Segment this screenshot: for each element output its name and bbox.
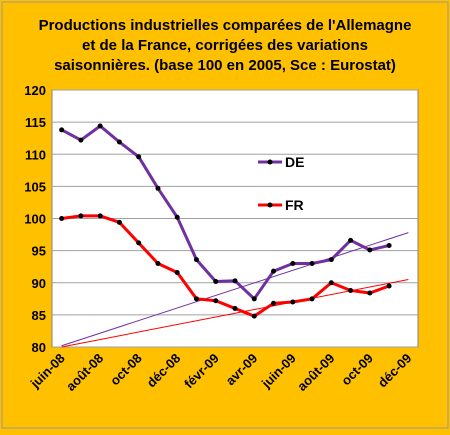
- data-point: [136, 154, 142, 160]
- data-point: [59, 216, 65, 221]
- y-tick-label: 105: [24, 179, 46, 194]
- data-point: [271, 268, 277, 274]
- data-point: [116, 139, 122, 145]
- data-point: [290, 260, 296, 266]
- data-point: [251, 296, 257, 302]
- data-point: [97, 213, 103, 219]
- y-tick-label: 80: [32, 340, 46, 355]
- data-point: [367, 290, 373, 296]
- data-point: [193, 296, 199, 302]
- data-point: [328, 257, 334, 263]
- chart-title: Productions industrielles comparées de l…: [39, 17, 412, 34]
- data-point: [271, 300, 277, 306]
- data-point: [155, 260, 161, 266]
- data-point: [136, 240, 142, 246]
- series-line: [61, 214, 390, 318]
- data-point: [386, 283, 392, 289]
- data-point: [348, 237, 354, 243]
- data-point: [232, 305, 238, 311]
- series-line: [60, 124, 390, 302]
- data-point: [309, 260, 315, 266]
- data-point: [213, 278, 219, 284]
- legend-marker: [267, 202, 273, 208]
- legend-label: DE: [285, 154, 304, 170]
- data-point: [290, 299, 296, 305]
- data-point: [348, 287, 354, 293]
- y-tick-label: 120: [24, 83, 46, 98]
- data-point: [78, 213, 84, 219]
- data-point: [59, 127, 65, 133]
- data-point: [328, 280, 334, 286]
- data-point: [78, 137, 84, 143]
- data-point: [386, 242, 392, 248]
- data-point: [213, 298, 219, 304]
- data-point: [155, 185, 161, 191]
- y-tick-label: 115: [25, 115, 46, 130]
- chart-title: et de la France, corrigées des variation…: [82, 37, 368, 54]
- y-tick-label: 100: [24, 212, 46, 227]
- y-tick-label: 85: [32, 308, 46, 323]
- y-tick-label: 95: [32, 244, 46, 259]
- data-point: [97, 123, 103, 129]
- data-point: [193, 257, 199, 263]
- data-point: [309, 296, 315, 302]
- chart-title: saisonnières. (base 100 en 2005, Sce : E…: [54, 57, 396, 74]
- data-point: [367, 247, 373, 253]
- data-point: [174, 214, 180, 220]
- data-point: [251, 313, 257, 319]
- trendline: [61, 232, 409, 347]
- y-tick-label: 110: [25, 147, 46, 162]
- y-tick-label: 90: [32, 276, 46, 291]
- legend-label: FR: [285, 197, 304, 213]
- legend-marker: [267, 159, 273, 165]
- data-point: [232, 278, 238, 284]
- data-point: [116, 219, 122, 225]
- data-point: [174, 269, 180, 275]
